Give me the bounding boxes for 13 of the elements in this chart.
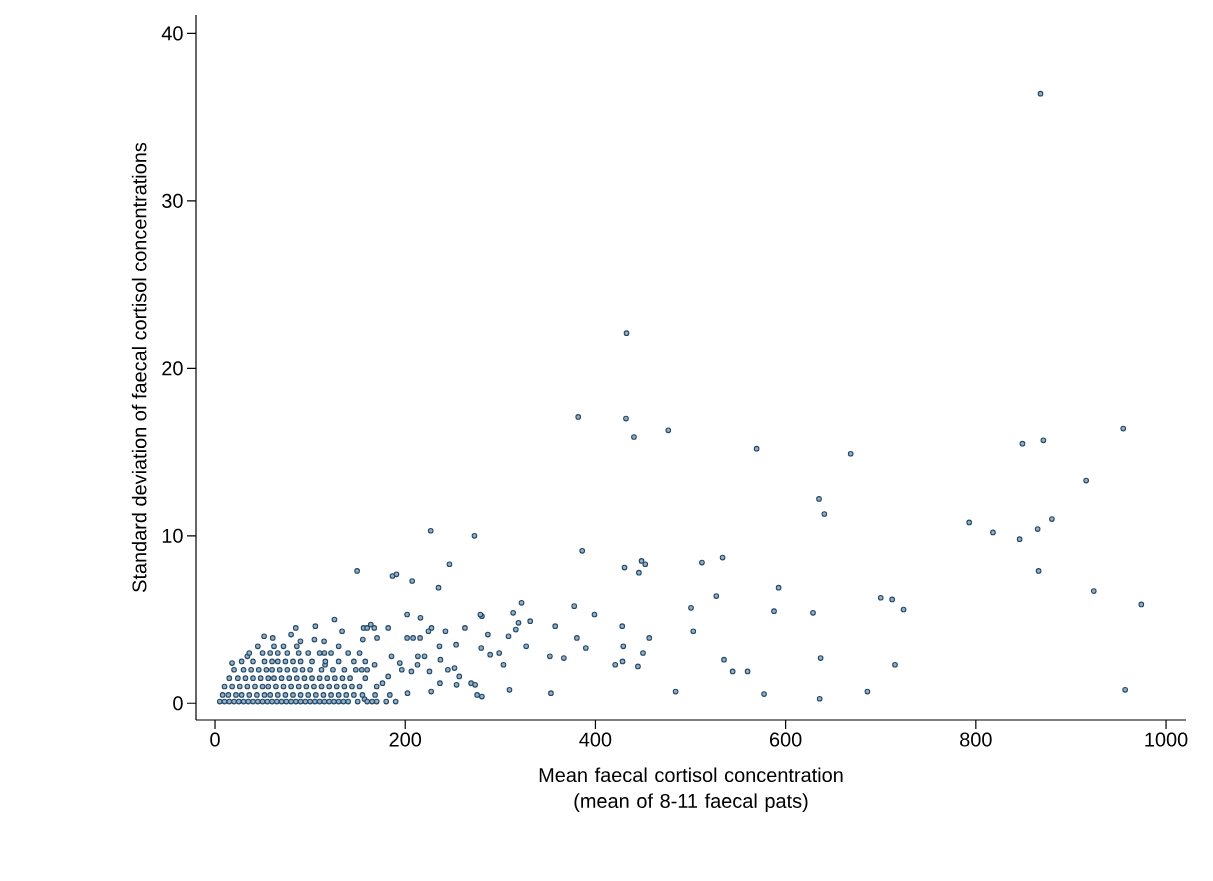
x-tick-label: 800 bbox=[960, 732, 992, 747]
x-tick-label: 400 bbox=[579, 732, 612, 747]
x-tick-label: 1000 bbox=[1145, 732, 1188, 747]
x-tick-label: 0 bbox=[210, 732, 220, 747]
x-tick-label: 600 bbox=[770, 732, 802, 747]
y-axis-title: Standard deviation of faecal cortisol concentrations bbox=[131, 142, 147, 592]
y-tick-label: 0 bbox=[173, 696, 183, 711]
y-tick-label: 30 bbox=[162, 193, 183, 208]
y-tick-label: 20 bbox=[162, 361, 183, 376]
x-tick-label: 200 bbox=[389, 732, 422, 747]
y-tick-label: 10 bbox=[162, 528, 183, 543]
x-axis-title: Mean faecal cortisol concentration (mean of 8-11 faecal pats) bbox=[539, 767, 843, 812]
y-tick-label: 40 bbox=[161, 26, 183, 41]
